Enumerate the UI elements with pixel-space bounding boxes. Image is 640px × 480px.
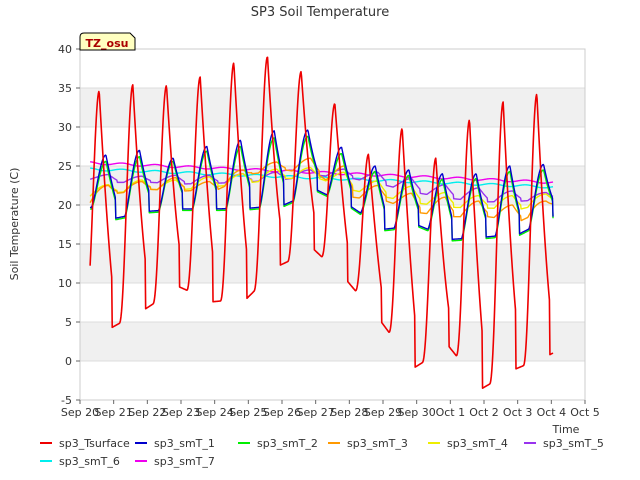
x-tick-label: Sep 23 xyxy=(162,406,200,419)
x-tick-label: Sep 25 xyxy=(229,406,267,419)
tag-box: TZ_osu xyxy=(79,32,136,51)
plot-band xyxy=(80,322,585,361)
x-axis-label: Time xyxy=(552,423,580,436)
legend-label-sp3_smT_6: sp3_smT_6 xyxy=(59,455,120,468)
y-tick-label: 5 xyxy=(65,316,72,329)
x-tick-label: Sep 29 xyxy=(364,406,402,419)
series-line-sp3_smT_7 xyxy=(89,161,554,184)
x-tick-label: Sep 26 xyxy=(263,406,301,419)
y-axis-ticks: -5 0 5 10 15 20 25 30 35 40 xyxy=(58,43,80,407)
y-tick-label: -5 xyxy=(61,394,72,407)
series-line-sp3_Tsurface xyxy=(89,56,554,389)
y-tick-label: 20 xyxy=(58,199,72,212)
x-tick-label: Sep 20 xyxy=(61,406,99,419)
tag-label: TZ_osu xyxy=(86,37,129,50)
series-line-sp3_smT_3 xyxy=(89,157,554,222)
y-tick-label: 15 xyxy=(58,238,72,251)
legend-label-sp3_smT_1: sp3_smT_1 xyxy=(154,437,215,450)
y-axis-label: Soil Temperature (C) xyxy=(8,168,21,281)
x-tick-label: Sep 22 xyxy=(128,406,166,419)
x-tick-label: Oct 2 xyxy=(469,406,499,419)
series-line-sp3_smT_4 xyxy=(89,166,554,210)
legend-label-sp3_smT_5: sp3_smT_5 xyxy=(543,437,604,450)
x-tick-label: Sep 24 xyxy=(196,406,234,419)
legend-label-sp3_smT_4: sp3_smT_4 xyxy=(447,437,508,450)
x-tick-label: Oct 1 xyxy=(436,406,466,419)
y-tick-label: 25 xyxy=(58,160,72,173)
legend-label-sp3_smT_3: sp3_smT_3 xyxy=(347,437,408,450)
x-tick-label: Oct 4 xyxy=(537,406,567,419)
y-tick-label: 0 xyxy=(65,355,72,368)
y-tick-label: 35 xyxy=(58,82,72,95)
x-tick-label: Oct 5 xyxy=(570,406,600,419)
plot-band xyxy=(80,244,585,283)
x-tick-label: Sep 30 xyxy=(398,406,436,419)
legend-label-sp3_smT_7: sp3_smT_7 xyxy=(154,455,215,468)
x-tick-label: Sep 21 xyxy=(95,406,133,419)
series-line-sp3_smT_1 xyxy=(89,129,554,241)
y-tick-label: 30 xyxy=(58,121,72,134)
y-tick-label: 40 xyxy=(58,43,72,56)
series-lines xyxy=(89,56,554,389)
legend-label-sp3_smT_2: sp3_smT_2 xyxy=(257,437,318,450)
plot-frame xyxy=(79,48,586,401)
y-tick-label: 10 xyxy=(58,277,72,290)
legend-label-sp3_Tsurface: sp3_Tsurface xyxy=(59,437,130,450)
x-tick-label: Sep 28 xyxy=(330,406,368,419)
x-tick-label: Oct 3 xyxy=(503,406,533,419)
legend: sp3_Tsurface sp3_smT_1 sp3_smT_2 sp3_smT_3 s… xyxy=(40,437,604,468)
x-tick-label: Sep 27 xyxy=(297,406,335,419)
chart-title: SP3 Soil Temperature xyxy=(251,5,389,20)
